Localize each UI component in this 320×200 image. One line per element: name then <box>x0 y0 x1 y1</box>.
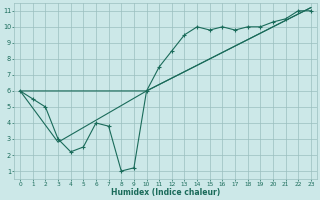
X-axis label: Humidex (Indice chaleur): Humidex (Indice chaleur) <box>111 188 220 197</box>
